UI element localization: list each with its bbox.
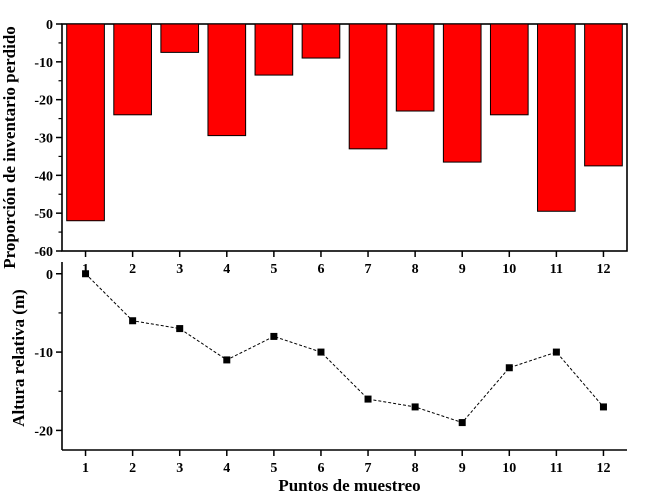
- x-tick-label: 10: [502, 262, 516, 277]
- x-axis-title: Puntos de muestreo: [278, 476, 420, 495]
- x-tick-label: 11: [550, 262, 563, 277]
- bar: [254, 23, 294, 76]
- x-tick-label: 6: [317, 262, 324, 277]
- y-tick-label: -10: [34, 346, 53, 361]
- y-axis-title: Proporción de inventario perdido: [0, 26, 19, 269]
- data-point: [129, 317, 137, 325]
- bar: [66, 23, 105, 222]
- series-line: [85, 273, 604, 424]
- x-tick-label: 1: [82, 262, 89, 277]
- y-tick-label: -20: [34, 424, 53, 439]
- bar: [160, 23, 200, 53]
- data-point: [552, 348, 560, 356]
- y-tick-label: -40: [34, 169, 53, 184]
- bar: [584, 23, 623, 167]
- y-tick-label: -50: [34, 207, 53, 222]
- x-tick-label: 5: [270, 461, 277, 476]
- bar: [442, 23, 482, 163]
- x-tick-label: 3: [176, 262, 183, 277]
- x-tick-label: 8: [412, 262, 419, 277]
- x-tick-label: 5: [270, 262, 277, 277]
- x-tick-label: 9: [459, 461, 466, 476]
- x-tick-label: 6: [317, 461, 324, 476]
- bar: [489, 23, 529, 116]
- x-tick-label: 9: [459, 262, 466, 277]
- x-tick-label: 2: [129, 262, 136, 277]
- data-point: [176, 325, 184, 333]
- bar: [301, 23, 341, 59]
- bar: [537, 23, 576, 212]
- x-tick-label: 7: [365, 262, 372, 277]
- x-tick-label: 12: [596, 262, 610, 277]
- y-tick-label: -60: [34, 245, 53, 260]
- x-tick-label: 4: [223, 461, 230, 476]
- bar: [113, 23, 152, 116]
- y-tick-label: -20: [34, 94, 53, 109]
- x-tick-label: 2: [129, 461, 136, 476]
- x-tick-label: 1: [82, 461, 89, 476]
- x-tick-label: 7: [365, 461, 372, 476]
- y-tick-label: 0: [46, 268, 53, 283]
- bar: [348, 23, 388, 150]
- x-tick-label: 4: [223, 262, 230, 277]
- data-point: [270, 332, 278, 340]
- x-tick-label: 12: [596, 461, 610, 476]
- x-tick-label: 11: [550, 461, 563, 476]
- data-point: [223, 356, 231, 364]
- data-point: [599, 403, 607, 411]
- data-point: [458, 419, 466, 427]
- y-tick-label: -10: [34, 56, 53, 71]
- x-tick-label: 10: [502, 461, 516, 476]
- bar: [395, 23, 435, 112]
- y-tick-label: -30: [34, 132, 53, 147]
- y-axis-title: Altura relativa (m): [9, 289, 28, 427]
- x-tick-label: 8: [412, 461, 419, 476]
- data-point: [364, 395, 372, 403]
- data-point: [411, 403, 419, 411]
- data-point: [505, 364, 513, 372]
- data-point: [317, 348, 325, 356]
- data-point: [82, 270, 90, 278]
- bar: [207, 23, 247, 137]
- x-tick-label: 3: [176, 461, 183, 476]
- y-tick-label: 0: [46, 18, 53, 33]
- bar-panel: 0-10-20-30-40-50-601 2 3 4 5 6 7 8 9 10 11 12Propor…: [0, 18, 628, 277]
